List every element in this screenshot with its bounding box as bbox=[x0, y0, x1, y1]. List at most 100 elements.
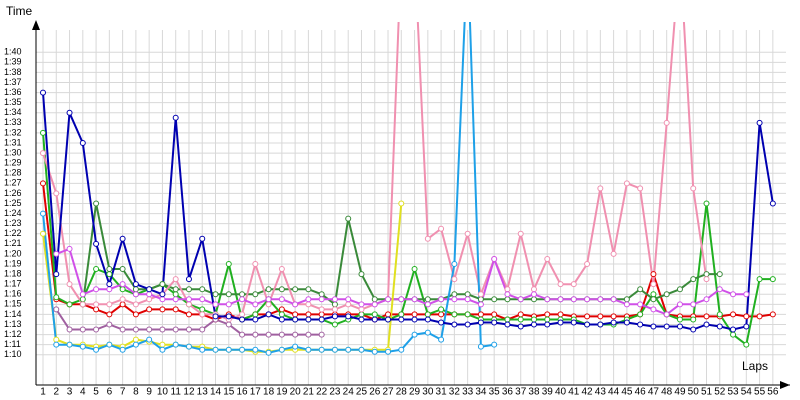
x-tick-label: 14 bbox=[210, 387, 222, 398]
data-point bbox=[331, 346, 338, 353]
data-point bbox=[756, 313, 763, 320]
data-point bbox=[199, 235, 206, 242]
data-point bbox=[318, 311, 325, 318]
data-point bbox=[690, 185, 697, 192]
data-point bbox=[318, 306, 325, 313]
data-point bbox=[66, 326, 73, 333]
data-point bbox=[265, 331, 272, 338]
data-point bbox=[212, 346, 219, 353]
data-point bbox=[477, 296, 484, 303]
data-point bbox=[451, 296, 458, 303]
data-point bbox=[544, 296, 551, 303]
data-point bbox=[239, 296, 246, 303]
x-tick-label: 49 bbox=[674, 387, 686, 398]
data-point bbox=[106, 286, 113, 293]
data-point bbox=[570, 281, 577, 288]
x-tick-label: 46 bbox=[635, 387, 647, 398]
data-point bbox=[212, 313, 219, 320]
data-point bbox=[637, 286, 644, 293]
y-tick-label: 1:26 bbox=[4, 188, 22, 198]
data-point bbox=[278, 331, 285, 338]
data-point bbox=[53, 271, 60, 278]
data-point bbox=[464, 230, 471, 237]
data-point bbox=[331, 301, 338, 308]
data-point bbox=[305, 316, 312, 323]
data-point bbox=[40, 150, 46, 157]
x-tick-label: 37 bbox=[515, 387, 527, 398]
data-point bbox=[358, 316, 365, 323]
x-tick-label: 7 bbox=[120, 387, 126, 398]
data-point bbox=[557, 319, 564, 326]
data-point bbox=[79, 343, 86, 350]
data-point bbox=[292, 316, 299, 323]
data-point bbox=[106, 271, 113, 278]
data-point bbox=[477, 301, 484, 308]
x-tick-label: 47 bbox=[648, 387, 660, 398]
data-point bbox=[119, 296, 126, 303]
data-point bbox=[743, 291, 750, 298]
x-tick-label: 26 bbox=[369, 387, 381, 398]
data-point bbox=[690, 326, 697, 333]
data-point bbox=[40, 89, 46, 96]
y-tick-label: 1:25 bbox=[4, 198, 22, 208]
data-point bbox=[53, 306, 60, 313]
data-point bbox=[623, 180, 630, 187]
data-point bbox=[385, 316, 392, 323]
y-axis-label: Time bbox=[6, 4, 33, 18]
data-point bbox=[278, 296, 285, 303]
data-point bbox=[557, 296, 564, 303]
data-point bbox=[517, 323, 524, 330]
data-point bbox=[650, 306, 657, 313]
y-tick-label: 1:40 bbox=[4, 47, 22, 57]
data-point bbox=[305, 331, 312, 338]
data-point bbox=[53, 336, 60, 343]
data-point bbox=[730, 311, 737, 318]
data-point bbox=[106, 311, 113, 318]
data-point bbox=[690, 301, 697, 308]
data-point bbox=[477, 343, 484, 350]
data-point bbox=[132, 301, 139, 308]
x-tick-label: 36 bbox=[502, 387, 514, 398]
data-point bbox=[305, 286, 312, 293]
data-point bbox=[331, 306, 338, 313]
data-point bbox=[252, 311, 259, 318]
data-point bbox=[318, 346, 325, 353]
data-point bbox=[225, 291, 232, 298]
x-tick-label: 13 bbox=[197, 387, 209, 398]
data-point bbox=[637, 321, 644, 328]
x-tick-label: 2 bbox=[53, 387, 59, 398]
data-point bbox=[40, 180, 46, 187]
data-point bbox=[504, 296, 511, 303]
data-point bbox=[305, 346, 312, 353]
data-point bbox=[716, 323, 723, 330]
data-point bbox=[491, 341, 498, 348]
data-point bbox=[106, 341, 113, 348]
data-point bbox=[358, 346, 365, 353]
data-point bbox=[584, 261, 591, 267]
data-point bbox=[185, 301, 192, 308]
data-point bbox=[252, 291, 259, 298]
data-point bbox=[703, 313, 710, 320]
data-point bbox=[225, 346, 232, 353]
data-point bbox=[544, 321, 551, 328]
x-tick-label: 10 bbox=[157, 387, 169, 398]
y-tick-label: 1:33 bbox=[4, 117, 22, 127]
data-point bbox=[132, 281, 139, 288]
data-point bbox=[371, 348, 378, 355]
y-tick-label: 1:19 bbox=[4, 258, 22, 268]
data-point bbox=[371, 301, 378, 308]
data-point bbox=[385, 296, 392, 303]
data-point bbox=[597, 185, 604, 192]
data-point bbox=[424, 311, 431, 318]
x-tick-label: 55 bbox=[754, 387, 766, 398]
y-tick-label: 1:24 bbox=[4, 208, 22, 218]
data-point bbox=[451, 276, 458, 283]
data-point bbox=[517, 311, 524, 318]
data-point bbox=[212, 291, 219, 298]
data-point bbox=[265, 311, 272, 318]
data-point bbox=[305, 311, 312, 318]
y-tick-label: 1:34 bbox=[4, 107, 22, 117]
x-tick-label: 41 bbox=[568, 387, 580, 398]
data-point bbox=[597, 313, 604, 320]
data-point bbox=[132, 341, 139, 348]
